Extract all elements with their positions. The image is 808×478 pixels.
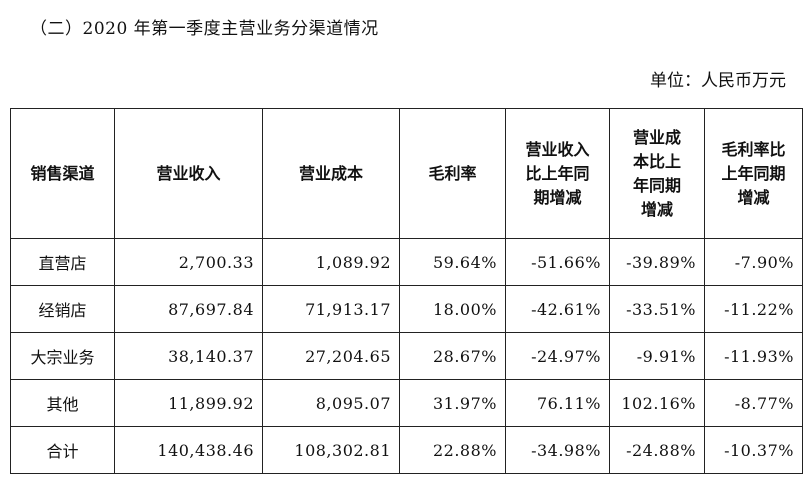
cell-revenue-yoy: -24.97% — [505, 332, 610, 380]
header-sales-channel: 销售渠道 — [10, 108, 115, 239]
cell-revenue-yoy: -51.66% — [505, 238, 610, 286]
header-revenue: 营业收入 — [114, 108, 263, 239]
header-cost: 营业成本 — [262, 108, 400, 239]
cell-gross-margin: 22.88% — [399, 426, 506, 474]
cell-revenue-yoy: -34.98% — [505, 426, 610, 474]
cell-cost: 27,204.65 — [262, 332, 400, 380]
table-row-total: 合计 140,438.46 108,302.81 22.88% -34.98% … — [10, 426, 803, 474]
cell-gross-margin: 59.64% — [399, 238, 506, 286]
cell-channel: 大宗业务 — [10, 332, 115, 380]
cell-channel: 其他 — [10, 379, 115, 427]
cell-channel: 合计 — [10, 426, 115, 474]
cell-channel: 直营店 — [10, 238, 115, 286]
cell-margin-yoy: -7.90% — [704, 238, 803, 286]
table-row: 其他 11,899.92 8,095.07 31.97% 76.11% 102.… — [10, 379, 803, 427]
cell-channel: 经销店 — [10, 285, 115, 333]
cell-revenue: 140,438.46 — [114, 426, 263, 474]
cell-margin-yoy: -8.77% — [704, 379, 803, 427]
table-header-row: 销售渠道 营业收入 营业成本 毛利率 营业收入 比上年同 期增减 营业成 本比上… — [10, 108, 803, 239]
cell-margin-yoy: -11.93% — [704, 332, 803, 380]
cell-cost: 1,089.92 — [262, 238, 400, 286]
table-row: 直营店 2,700.33 1,089.92 59.64% -51.66% -39… — [10, 238, 803, 286]
table-row: 大宗业务 38,140.37 27,204.65 28.67% -24.97% … — [10, 332, 803, 380]
unit-label: 单位：人民币万元 — [650, 71, 786, 91]
table-row: 经销店 87,697.84 71,913.17 18.00% -42.61% -… — [10, 285, 803, 333]
cell-cost-yoy: -24.88% — [609, 426, 705, 474]
cell-margin-yoy: -11.22% — [704, 285, 803, 333]
cell-revenue-yoy: -42.61% — [505, 285, 610, 333]
cell-gross-margin: 28.67% — [399, 332, 506, 380]
cell-margin-yoy: -10.37% — [704, 426, 803, 474]
cell-cost-yoy: 102.16% — [609, 379, 705, 427]
cell-cost-yoy: -9.91% — [609, 332, 705, 380]
cell-revenue: 11,899.92 — [114, 379, 263, 427]
cell-revenue: 87,697.84 — [114, 285, 263, 333]
cell-cost-yoy: -33.51% — [609, 285, 705, 333]
cell-revenue: 38,140.37 — [114, 332, 263, 380]
cell-revenue-yoy: 76.11% — [505, 379, 610, 427]
cell-cost: 8,095.07 — [262, 379, 400, 427]
section-title: （二）2020 年第一季度主营业务分渠道情况 — [30, 19, 379, 39]
cell-revenue: 2,700.33 — [114, 238, 263, 286]
cell-gross-margin: 31.97% — [399, 379, 506, 427]
header-revenue-yoy: 营业收入 比上年同 期增减 — [505, 108, 610, 239]
cell-cost: 71,913.17 — [262, 285, 400, 333]
channel-revenue-table: 销售渠道 营业收入 营业成本 毛利率 营业收入 比上年同 期增减 营业成 本比上… — [10, 108, 803, 474]
cell-cost: 108,302.81 — [262, 426, 400, 474]
cell-cost-yoy: -39.89% — [609, 238, 705, 286]
header-gross-margin: 毛利率 — [399, 108, 506, 239]
cell-gross-margin: 18.00% — [399, 285, 506, 333]
header-margin-yoy: 毛利率比 上年同期 增减 — [704, 108, 803, 239]
header-cost-yoy: 营业成 本比上 年同期 增减 — [609, 108, 705, 239]
